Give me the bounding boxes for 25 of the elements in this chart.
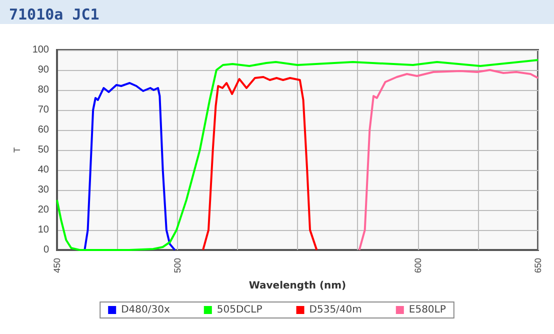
- legend-label: E580LP: [408, 304, 446, 316]
- y-axis-title: T: [12, 146, 22, 153]
- y-tick-label: 10: [38, 224, 50, 236]
- y-tick-label: 30: [38, 184, 50, 196]
- x-tick-label: 650: [533, 258, 543, 274]
- legend-label: D535/40m: [309, 304, 362, 316]
- x-tick-label: 500: [172, 258, 182, 274]
- y-tick-label: 20: [38, 204, 50, 216]
- y-tick-label: 100: [32, 44, 50, 56]
- y-tick-label: 0: [43, 244, 50, 256]
- y-tick-label: 90: [38, 64, 50, 76]
- legend-label: 505DCLP: [216, 304, 262, 316]
- x-axis-title: Wavelength (nm): [248, 280, 346, 292]
- y-tick-label: 80: [38, 84, 50, 96]
- y-tick-label: 60: [38, 124, 50, 136]
- x-tick-label: 450: [52, 258, 62, 274]
- y-tick-label: 70: [38, 104, 50, 116]
- y-tick-label: 40: [38, 164, 50, 176]
- chart-title: 71010a JC1: [9, 6, 100, 24]
- line-series: [358, 69, 539, 251]
- line-series: [84, 82, 176, 251]
- legend-label: D480/30x: [121, 304, 170, 316]
- x-tick-label: 600: [412, 258, 423, 274]
- y-tick-label: 50: [38, 144, 50, 156]
- line-series: [202, 76, 318, 251]
